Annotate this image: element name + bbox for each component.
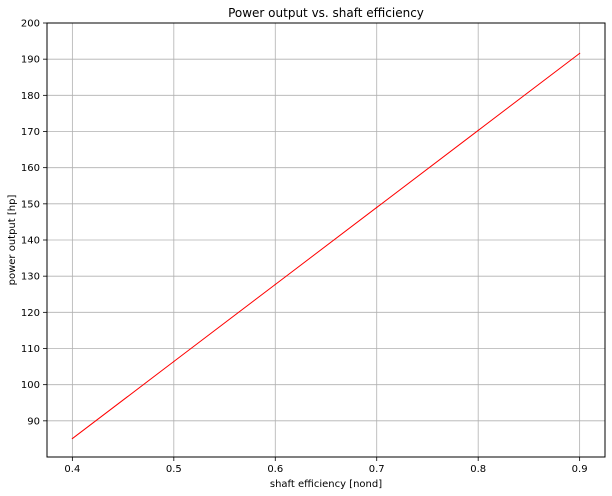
series-layer bbox=[71, 52, 581, 440]
x-tick-label: 0.8 bbox=[470, 464, 486, 475]
x-axis-title: shaft efficiency [nond] bbox=[270, 479, 382, 490]
y-tick-label: 110 bbox=[21, 344, 40, 355]
tick-marks bbox=[43, 22, 581, 461]
data-point bbox=[477, 129, 479, 132]
y-tick-label: 200 bbox=[21, 19, 40, 30]
data-point bbox=[274, 283, 276, 286]
plot-frame bbox=[46, 22, 606, 458]
y-tick-label: 120 bbox=[21, 308, 40, 319]
y-tick-label: 140 bbox=[21, 236, 40, 247]
y-tick-label: 150 bbox=[21, 199, 40, 210]
x-tick-label: 0.6 bbox=[267, 464, 283, 475]
data-point bbox=[376, 206, 378, 209]
x-tick-label: 0.4 bbox=[64, 464, 80, 475]
y-tick-label: 160 bbox=[21, 163, 40, 174]
y-axis-title: power output [hp] bbox=[7, 195, 18, 286]
data-point bbox=[173, 360, 175, 363]
x-tick-labels: 0.4 0.5 0.6 0.7 0.8 0.9 bbox=[64, 464, 587, 475]
y-tick-label: 170 bbox=[21, 127, 40, 138]
y-tick-label: 90 bbox=[27, 416, 40, 427]
data-point bbox=[71, 437, 73, 440]
x-tick-label: 0.9 bbox=[572, 464, 588, 475]
y-tick-label: 100 bbox=[21, 380, 40, 391]
series-line bbox=[72, 52, 580, 439]
x-tick-label: 0.7 bbox=[369, 464, 385, 475]
grid-lines bbox=[47, 22, 605, 457]
y-tick-labels: 90 100 110 120 130 140 150 160 170 180 190 200 bbox=[21, 19, 40, 428]
y-tick-label: 190 bbox=[21, 55, 40, 66]
y-tick-label: 180 bbox=[21, 91, 40, 102]
y-tick-label: 130 bbox=[21, 272, 40, 283]
chart-title: Power output vs. shaft efficiency bbox=[228, 6, 424, 20]
x-tick-label: 0.5 bbox=[166, 464, 182, 475]
data-point bbox=[579, 52, 581, 54]
